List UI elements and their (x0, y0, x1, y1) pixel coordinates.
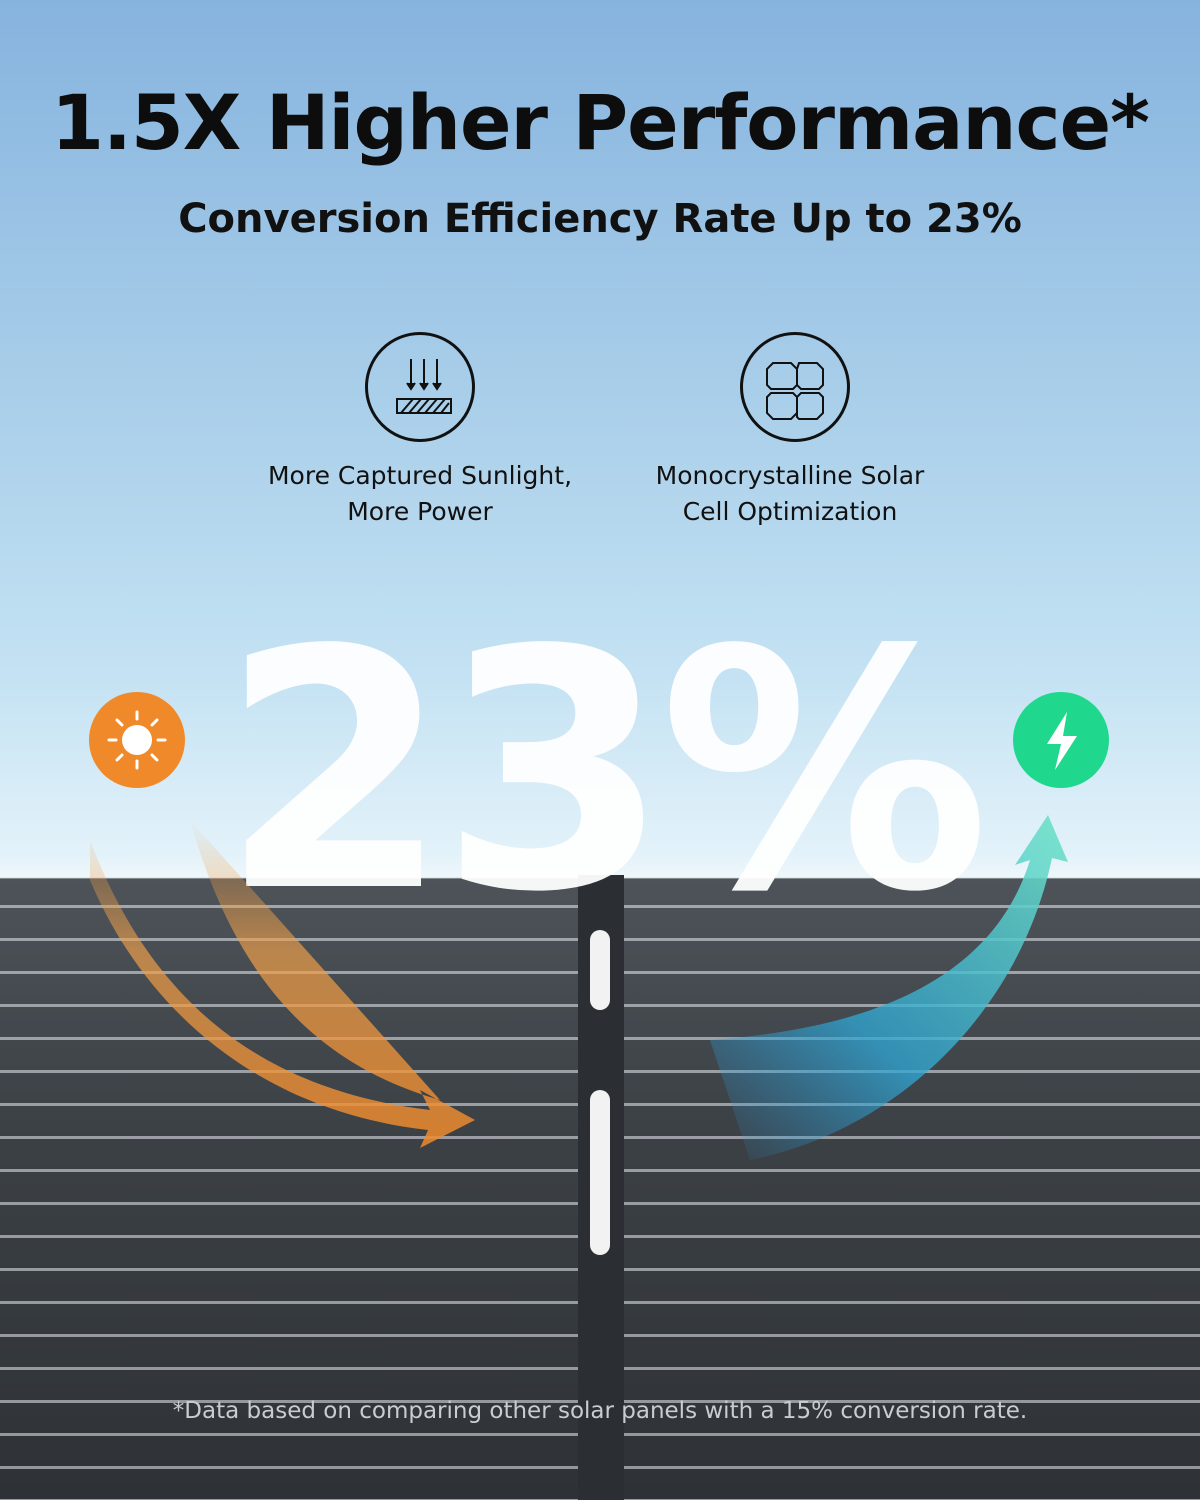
monocrystalline-cell-icon (740, 332, 850, 442)
feature-sunlight: More Captured Sunlight, More Power (240, 458, 600, 530)
page-subtitle: Conversion Efficiency Rate Up to 23% (178, 196, 1022, 242)
sun-icon (89, 692, 185, 788)
page-title: 1.5X Higher Performance* (51, 78, 1150, 167)
feature-text: More Captured Sunlight, (267, 461, 573, 490)
efficiency-highlight: 23% (220, 580, 990, 964)
outgoing-power-arrow (710, 815, 1068, 1160)
incoming-sunlight-arrow (90, 820, 475, 1148)
footnote: *Data based on comparing other solar pan… (172, 1398, 1028, 1424)
lightning-bolt-icon (1013, 692, 1109, 788)
feature-monocrystalline: Monocrystalline Solar Cell Optimization (610, 458, 970, 530)
feature-text: Cell Optimization (682, 497, 898, 526)
sunlight-arrows-icon (365, 332, 475, 442)
feature-text: Monocrystalline Solar (655, 461, 925, 490)
feature-text: More Power (347, 497, 493, 526)
